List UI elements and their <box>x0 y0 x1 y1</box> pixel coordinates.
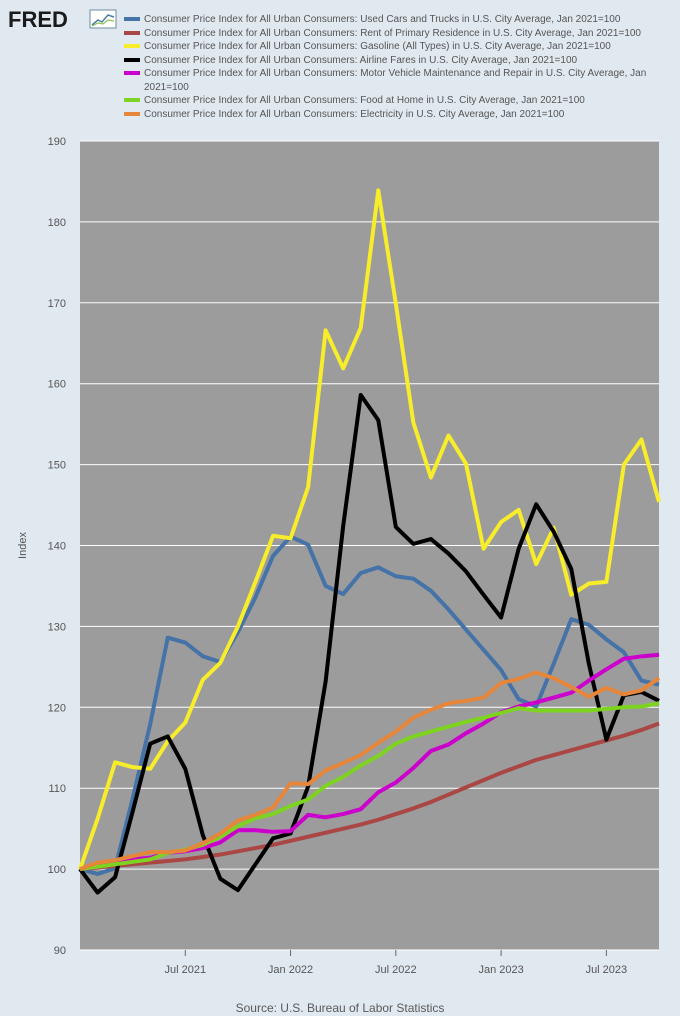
y-tick-label: 170 <box>48 298 66 310</box>
series-line-1 <box>79 534 660 876</box>
legend-label: Consumer Price Index for All Urban Consu… <box>144 14 621 25</box>
legend-swatch <box>124 57 140 62</box>
legend-item: Consumer Price Index for All Urban Consu… <box>124 27 674 41</box>
y-tick-label: 140 <box>48 541 66 553</box>
legend-swatch <box>124 44 140 48</box>
x-tick-label: Jul 2021 <box>164 964 206 976</box>
legend-item: Consumer Price Index for All Urban Consu… <box>124 40 674 54</box>
fred-logo: FRED <box>8 6 118 37</box>
legend-label: Consumer Price Index for All Urban Consu… <box>144 41 611 52</box>
legend-swatch <box>124 98 140 102</box>
series-line-3 <box>78 188 661 870</box>
x-tick-label: Jul 2022 <box>375 964 417 976</box>
y-tick-label: 100 <box>48 864 66 876</box>
legend-swatch <box>124 17 140 21</box>
legend-item: Consumer Price Index for All Urban Consu… <box>124 13 674 27</box>
series-line-2 <box>79 721 660 872</box>
series-line-4 <box>78 393 660 895</box>
legend-label: Consumer Price Index for All Urban Consu… <box>144 27 641 39</box>
series-line-7 <box>79 670 661 871</box>
source-note: Source: U.S. Bureau of Labor Statistics <box>235 1001 445 1015</box>
legend-item: Consumer Price Index for All Urban Consu… <box>124 94 674 108</box>
legend-label: Consumer Price Index for All Urban Consu… <box>144 68 647 93</box>
legend-label: Consumer Price Index for All Urban Consu… <box>144 54 578 66</box>
legend-label: Consumer Price Index for All Urban Consu… <box>144 108 565 120</box>
chart-line-icon <box>89 9 117 29</box>
y-tick-label: 130 <box>48 621 66 633</box>
y-tick-label: 110 <box>48 783 66 795</box>
legend-item: Consumer Price Index for All Urban Consu… <box>124 108 674 122</box>
y-tick-label: 90 <box>54 945 66 957</box>
y-tick-label: 160 <box>48 379 66 391</box>
y-tick-label: 120 <box>48 702 66 714</box>
legend-swatch <box>124 30 140 35</box>
legend-swatch <box>124 111 140 116</box>
chart-legend: Consumer Price Index for All Urban Consu… <box>124 13 674 121</box>
x-tick-label: Jan 2023 <box>478 964 523 976</box>
y-tick-label: 180 <box>48 217 66 229</box>
y-axis-label: Index <box>17 532 29 559</box>
logo-text: FRED <box>8 7 68 32</box>
x-tick-label: Jan 2022 <box>268 964 313 976</box>
legend-item: Consumer Price Index for All Urban Consu… <box>124 54 674 68</box>
y-tick-label: 150 <box>48 460 66 472</box>
legend-swatch <box>124 71 140 75</box>
y-tick-label: 190 <box>48 136 66 148</box>
legend-label: Consumer Price Index for All Urban Consu… <box>144 95 585 106</box>
legend-item: Consumer Price Index for All Urban Consu… <box>124 67 674 94</box>
x-tick-label: Jul 2023 <box>586 964 628 976</box>
